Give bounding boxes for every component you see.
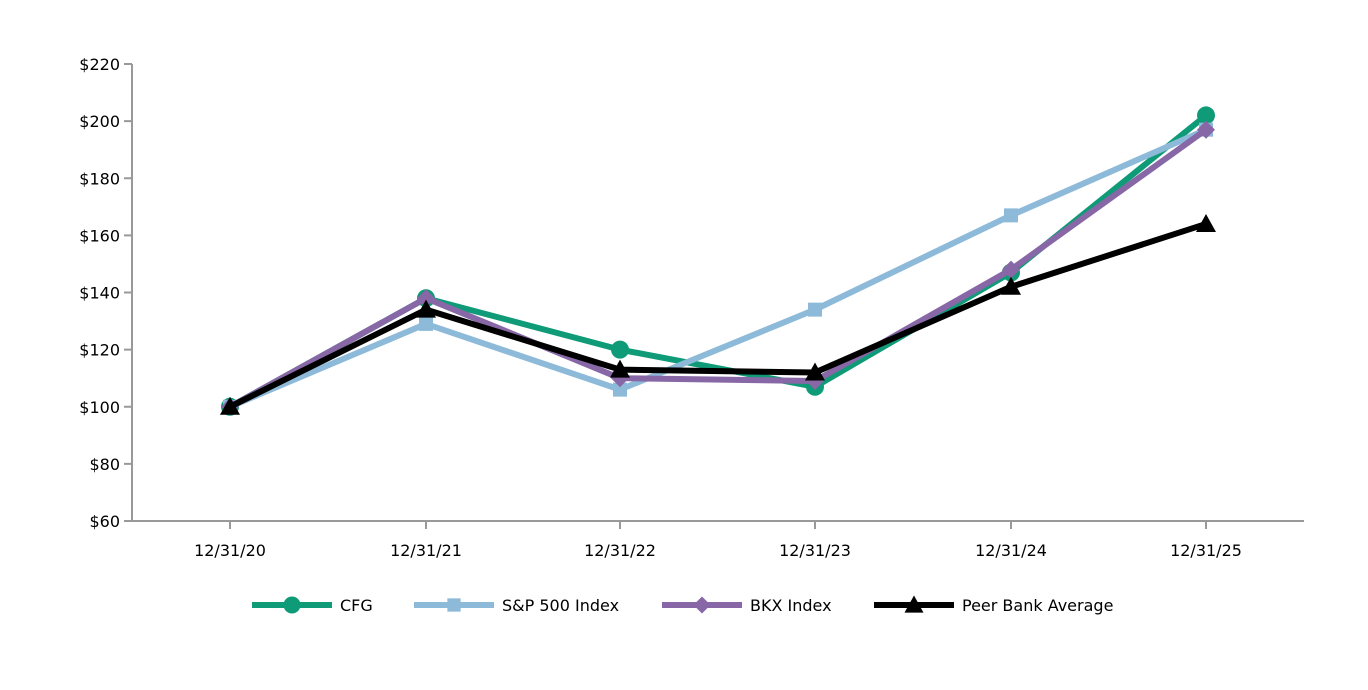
data-point <box>1002 260 1020 279</box>
data-point <box>805 362 825 381</box>
series-line <box>227 126 1209 410</box>
x-tick-label: 12/31/20 <box>194 541 266 560</box>
legend-marker <box>904 595 924 613</box>
y-tick-label: $100 <box>79 398 120 417</box>
x-tick-label: 12/31/22 <box>584 541 656 560</box>
y-tick-label: $80 <box>89 455 120 474</box>
data-point <box>808 302 822 317</box>
data-point <box>1197 120 1215 139</box>
legend-label: Peer Bank Average <box>962 596 1113 615</box>
x-tick-label: 12/31/23 <box>779 541 851 560</box>
legend-item: CFG <box>252 596 373 615</box>
x-tick-label: 12/31/24 <box>975 541 1047 560</box>
data-point <box>1001 276 1021 295</box>
data-point <box>610 359 630 378</box>
data-point <box>417 289 435 308</box>
y-tick-label: $160 <box>79 226 120 245</box>
legend-marker <box>283 596 301 614</box>
series-line <box>227 112 1209 410</box>
legend-item: Peer Bank Average <box>874 595 1113 615</box>
legend-marker <box>693 596 711 614</box>
axes <box>131 64 1304 522</box>
series-line <box>227 220 1209 410</box>
data-point <box>613 382 627 397</box>
legend-label: BKX Index <box>750 596 832 615</box>
y-tick-label: $140 <box>79 284 120 303</box>
data-point <box>419 316 433 331</box>
legend-marker <box>447 598 461 612</box>
series-layer <box>220 106 1216 416</box>
legend-item: BKX Index <box>662 596 832 615</box>
y-tick-label: $60 <box>89 512 120 531</box>
x-tick-label: 12/31/21 <box>390 541 462 560</box>
y-tick-label: $220 <box>79 55 120 74</box>
y-ticks: $60 $80 $100 $120 $140 $160 $180 $200 $220 <box>79 55 132 531</box>
y-tick-label: $120 <box>79 341 120 360</box>
data-point <box>611 340 629 359</box>
y-tick-label: $180 <box>79 169 120 188</box>
data-point <box>1004 208 1018 223</box>
legend-label: S&P 500 Index <box>502 596 619 615</box>
legend-item: S&P 500 Index <box>414 596 619 615</box>
legend: CFG S&P 500 Index BKX Index Peer Bank Avera… <box>252 595 1113 615</box>
y-tick-label: $200 <box>79 112 120 131</box>
data-point <box>1196 213 1216 232</box>
x-ticks: 12/31/20 12/31/21 12/31/22 12/31/23 12/31/24… <box>194 521 1242 560</box>
data-point <box>1197 106 1215 125</box>
x-tick-label: 12/31/25 <box>1170 541 1242 560</box>
data-point <box>416 299 436 318</box>
series-line <box>227 126 1209 410</box>
data-point <box>220 396 240 415</box>
series-peer-bank-average <box>220 213 1216 415</box>
legend-label: CFG <box>340 596 373 615</box>
